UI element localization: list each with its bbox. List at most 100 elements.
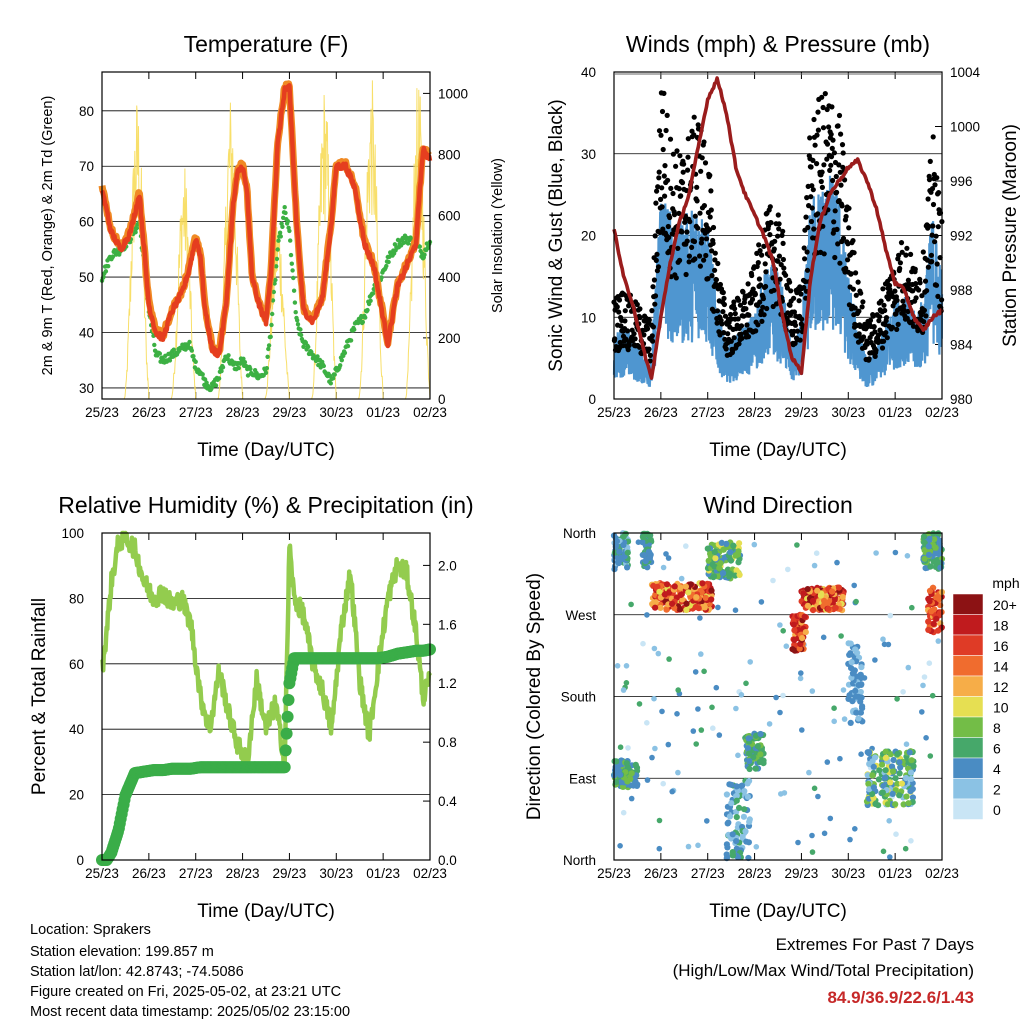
dewpoint-point xyxy=(274,264,279,269)
direction-point xyxy=(909,794,917,801)
gust-point xyxy=(870,313,876,319)
direction-point xyxy=(743,680,749,687)
gust-point xyxy=(728,338,734,344)
direction-point xyxy=(925,551,933,558)
direction-point xyxy=(926,535,933,543)
gust-point xyxy=(801,284,807,291)
gust-point xyxy=(917,280,923,286)
gust-point xyxy=(850,238,856,244)
gust-point xyxy=(933,282,940,288)
gust-point xyxy=(927,158,933,164)
direction-point xyxy=(693,594,700,601)
gust-point xyxy=(935,224,941,230)
direction-point xyxy=(665,741,672,748)
gust-point xyxy=(835,123,841,129)
direction-point xyxy=(890,756,897,764)
gust-point xyxy=(853,270,859,276)
recent-data-text: Most recent data timestamp: 2025/05/02 2… xyxy=(30,1004,351,1020)
direction-point xyxy=(652,745,658,752)
direction-point xyxy=(852,826,858,832)
gust-point xyxy=(665,177,671,183)
gust-point xyxy=(678,193,684,199)
direction-point xyxy=(831,705,837,711)
gust-point xyxy=(900,298,906,304)
direction-point xyxy=(741,788,748,795)
gust-point xyxy=(761,312,767,318)
gust-point xyxy=(687,219,693,225)
gust-point xyxy=(808,194,814,200)
gust-point xyxy=(775,258,781,264)
direction-point xyxy=(859,705,866,712)
dewpoint-point xyxy=(216,376,222,381)
direction-point xyxy=(934,627,942,634)
gust-point xyxy=(835,241,841,247)
gust-point xyxy=(839,203,845,209)
gust-point xyxy=(828,154,835,160)
humidity-y2tick-label: 0.0 xyxy=(438,853,457,868)
gust-point xyxy=(897,265,903,272)
direction-point xyxy=(817,592,825,599)
gust-point xyxy=(686,259,692,265)
dewpoint-point xyxy=(110,254,116,259)
gust-point xyxy=(679,180,686,186)
dewpoint-point xyxy=(200,372,205,377)
dewpoint-point xyxy=(352,327,357,332)
gust-point xyxy=(740,289,746,295)
gust-point xyxy=(897,260,904,266)
direction-point xyxy=(927,563,934,570)
gust-point xyxy=(771,246,777,252)
gust-point xyxy=(776,226,782,232)
direction-point xyxy=(827,815,834,822)
extremes-values: 84.9/36.9/22.6/1.43 xyxy=(827,988,974,1007)
dewpoint-point xyxy=(291,275,296,281)
direction-point xyxy=(921,547,928,554)
direction-point xyxy=(900,689,906,695)
gust-point xyxy=(843,265,849,271)
gust-point xyxy=(660,226,666,232)
dewpoint-point xyxy=(345,343,351,349)
direction-point xyxy=(841,716,848,722)
gust-point xyxy=(818,178,824,185)
direction-point xyxy=(870,784,878,791)
direction-point xyxy=(875,776,883,783)
gust-point xyxy=(723,346,729,352)
direction-point xyxy=(858,664,865,671)
gust-point xyxy=(721,301,728,308)
temperature-y2tick-label: 200 xyxy=(438,331,461,346)
direction-point xyxy=(733,814,740,821)
gust-point xyxy=(930,223,936,229)
gust-point xyxy=(879,345,886,351)
gust-point xyxy=(695,225,701,231)
gust-point xyxy=(804,195,810,201)
direction-point xyxy=(677,584,684,591)
direction-point xyxy=(736,804,743,812)
dewpoint-point xyxy=(315,354,320,359)
direction-point xyxy=(857,688,864,696)
direction-point xyxy=(614,663,621,669)
direction-point xyxy=(825,605,832,612)
gust-point xyxy=(845,241,851,247)
dewpoint-point xyxy=(321,363,326,369)
gust-point xyxy=(894,297,900,303)
direction-point xyxy=(894,750,901,758)
gust-point xyxy=(683,271,689,278)
gust-point xyxy=(666,234,672,241)
gust-point xyxy=(701,139,707,145)
speed-legend-swatch xyxy=(952,737,984,759)
direction-point xyxy=(935,638,942,644)
direction-point xyxy=(832,604,839,611)
direction-point xyxy=(733,705,739,712)
humidity-xtick-label: 02/23 xyxy=(413,866,447,881)
direction-title: Wind Direction xyxy=(703,492,853,518)
direction-point xyxy=(640,640,646,647)
gust-point xyxy=(768,220,774,226)
direction-point xyxy=(675,769,681,776)
speed-legend-label: 2 xyxy=(993,782,1001,798)
gust-point xyxy=(837,260,843,266)
gust-point xyxy=(916,287,922,293)
gust-point xyxy=(836,112,843,119)
direction-point xyxy=(889,790,896,798)
winds-y2label: Station Pressure (Maroon) xyxy=(1000,124,1021,347)
gust-point xyxy=(710,240,716,246)
direction-point xyxy=(904,553,911,559)
